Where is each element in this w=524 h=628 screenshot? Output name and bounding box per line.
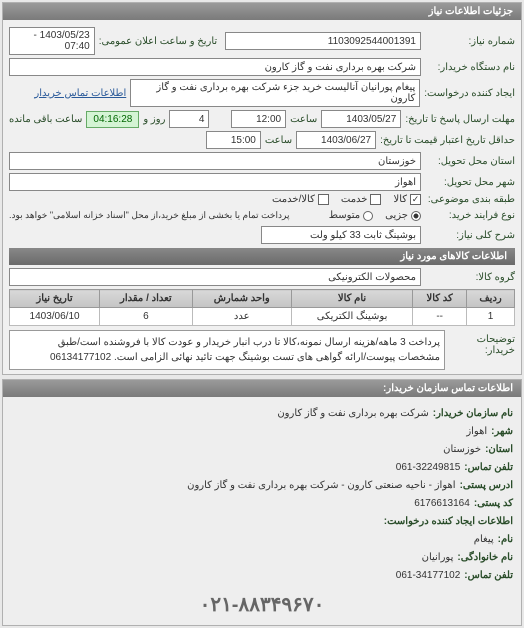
row-deadline: مهلت ارسال پاسخ تا تاریخ: 1403/05/27 ساع…	[9, 110, 515, 128]
buyer-notes-text: پرداخت 3 ماهه/هزینه ارسال نمونه،کالا تا …	[9, 330, 445, 370]
remain-days-label: روز و	[143, 114, 165, 125]
contact-zip: کد پستی:6176613164	[11, 496, 513, 511]
announce-field: 1403/05/23 - 07:40	[9, 27, 95, 55]
goods-section-title: اطلاعات کالاهای مورد نیاز	[9, 248, 515, 265]
deadline-time-label: ساعت	[290, 114, 317, 125]
table-header-row: ردیف کد کالا نام کالا واحد شمارش تعداد /…	[10, 290, 515, 308]
check-kala[interactable]: ✓کالا	[393, 194, 421, 205]
category-label: طبقه بندی موضوعی:	[425, 194, 515, 205]
row-goods-group: گروه کالا: محصولات الکترونیکی	[9, 268, 515, 286]
qty-radios: جزیی متوسط	[329, 210, 421, 221]
td-date: 1403/06/10	[10, 308, 100, 326]
row-keywords: شرح کلی نیاز: بوشینگ ثابت 33 کیلو ولت	[9, 226, 515, 244]
td-code: --	[413, 308, 467, 326]
contact-family: نام خانوادگی:پورانیان	[11, 550, 513, 565]
radio-icon	[411, 211, 421, 221]
contact-body: نام سازمان خریدار:شرکت بهره برداری نفت و…	[3, 397, 521, 625]
td-name: بوشینگ الکتریکی	[291, 308, 412, 326]
radio-low[interactable]: جزیی	[385, 210, 421, 221]
contact-title: اطلاعات تماس سازمان خریدار:	[3, 380, 521, 397]
contact-panel: اطلاعات تماس سازمان خریدار: نام سازمان خ…	[2, 379, 522, 626]
goods-group-label: گروه کالا:	[425, 272, 515, 283]
row-qty: نوع فرایند خرید: جزیی متوسط پرداخت تمام …	[9, 208, 515, 223]
row-org: نام دستگاه خریدار: شرکت بهره برداری نفت …	[9, 58, 515, 76]
th-name: نام کالا	[291, 290, 412, 308]
contact-org: نام سازمان خریدار:شرکت بهره برداری نفت و…	[11, 406, 513, 421]
row-city: شهر محل تحویل: اهواز	[9, 173, 515, 191]
contact-city: شهر:اهواز	[11, 424, 513, 439]
th-date: تاریخ نیاز	[10, 290, 100, 308]
city-field: اهواز	[9, 173, 421, 191]
category-checks: ✓کالا خدمت کالا/خدمت	[272, 194, 421, 205]
row-req-no: شماره نیاز: 1103092544001391 تاریخ و ساع…	[9, 27, 515, 55]
checkbox-icon: ✓	[410, 194, 421, 205]
province-label: استان محل تحویل:	[425, 156, 515, 167]
req-no-field: 1103092544001391	[225, 32, 421, 50]
contact-postal: ادرس پستی:اهواز - ناحیه صنعتی کارون - شر…	[11, 478, 513, 493]
checkbox-icon	[370, 194, 381, 205]
contact-phone: تلفن تماس:32249815-061	[11, 460, 513, 475]
radio-mid[interactable]: متوسط	[329, 210, 373, 221]
th-unit: واحد شمارش	[192, 290, 291, 308]
buyer-notes-block: توضیحات خریدار: پرداخت 3 ماهه/هزینه ارسا…	[9, 330, 515, 370]
announce-label: تاریخ و ساعت اعلان عمومی:	[99, 36, 218, 47]
check-both[interactable]: کالا/خدمت	[272, 194, 329, 205]
countdown-time: 04:16:28	[86, 111, 139, 128]
th-index: ردیف	[467, 290, 515, 308]
qty-label: نوع فرایند خرید:	[425, 210, 515, 221]
contact-name: نام:پیغام	[11, 532, 513, 547]
td-qty: 6	[100, 308, 193, 326]
goods-table: ردیف کد کالا نام کالا واحد شمارش تعداد /…	[9, 289, 515, 326]
remain-suffix: ساعت باقی مانده	[9, 114, 82, 125]
req-no-label: شماره نیاز:	[425, 36, 515, 47]
creator-field: پیغام پورانیان آنالیست خرید جزء شرکت بهر…	[130, 79, 420, 107]
table-row: 1 -- بوشینگ الکتریکی عدد 6 1403/06/10	[10, 308, 515, 326]
city-label: شهر محل تحویل:	[425, 177, 515, 188]
radio-icon	[363, 211, 373, 221]
keywords-label: شرح کلی نیاز:	[425, 230, 515, 241]
check-khadamat[interactable]: خدمت	[341, 194, 382, 205]
price-deadline-date: 1403/06/27	[296, 131, 376, 149]
org-field: شرکت بهره برداری نفت و گاز کارون	[9, 58, 421, 76]
contact-province: استان:خوزستان	[11, 442, 513, 457]
td-index: 1	[467, 308, 515, 326]
creator-label: ایجاد کننده درخواست:	[424, 88, 515, 99]
deadline-date: 1403/05/27	[321, 110, 401, 128]
buyer-notes-label: توضیحات خریدار:	[445, 330, 515, 370]
contact-creator-header: اطلاعات ایجاد کننده درخواست:	[11, 514, 513, 529]
row-province: استان محل تحویل: خوزستان	[9, 152, 515, 170]
checkbox-icon	[318, 194, 329, 205]
province-field: خوزستان	[9, 152, 421, 170]
th-code: کد کالا	[413, 290, 467, 308]
price-deadline-time-label: ساعت	[265, 135, 292, 146]
th-qty: تعداد / مقدار	[100, 290, 193, 308]
price-deadline-label: حداقل تاریخ اعتبار قیمت تا تاریخ:	[380, 135, 515, 146]
deadline-time: 12:00	[231, 110, 286, 128]
pay-note: پرداخت تمام یا بخشی از مبلغ خرید،از محل …	[9, 208, 289, 223]
org-label: نام دستگاه خریدار:	[425, 62, 515, 73]
form-body: شماره نیاز: 1103092544001391 تاریخ و ساع…	[3, 20, 521, 374]
panel-title: جزئیات اطلاعات نیاز	[3, 3, 521, 20]
row-creator: ایجاد کننده درخواست: پیغام پورانیان آنال…	[9, 79, 515, 107]
keywords-field: بوشینگ ثابت 33 کیلو ولت	[261, 226, 421, 244]
creator-contact-link[interactable]: اطلاعات تماس خریدار	[34, 88, 126, 99]
td-unit: عدد	[192, 308, 291, 326]
row-price-deadline: حداقل تاریخ اعتبار قیمت تا تاریخ: 1403/0…	[9, 131, 515, 149]
details-panel: جزئیات اطلاعات نیاز شماره نیاز: 11030925…	[2, 2, 522, 375]
remain-days: 4	[169, 110, 209, 128]
goods-group-field: محصولات الکترونیکی	[9, 268, 421, 286]
deadline-label: مهلت ارسال پاسخ تا تاریخ:	[405, 114, 515, 125]
big-phone: ۰۲۱-۸۸۳۴۹۶۷۰	[11, 586, 513, 619]
row-category: طبقه بندی موضوعی: ✓کالا خدمت کالا/خدمت	[9, 194, 515, 205]
price-deadline-time: 15:00	[206, 131, 261, 149]
